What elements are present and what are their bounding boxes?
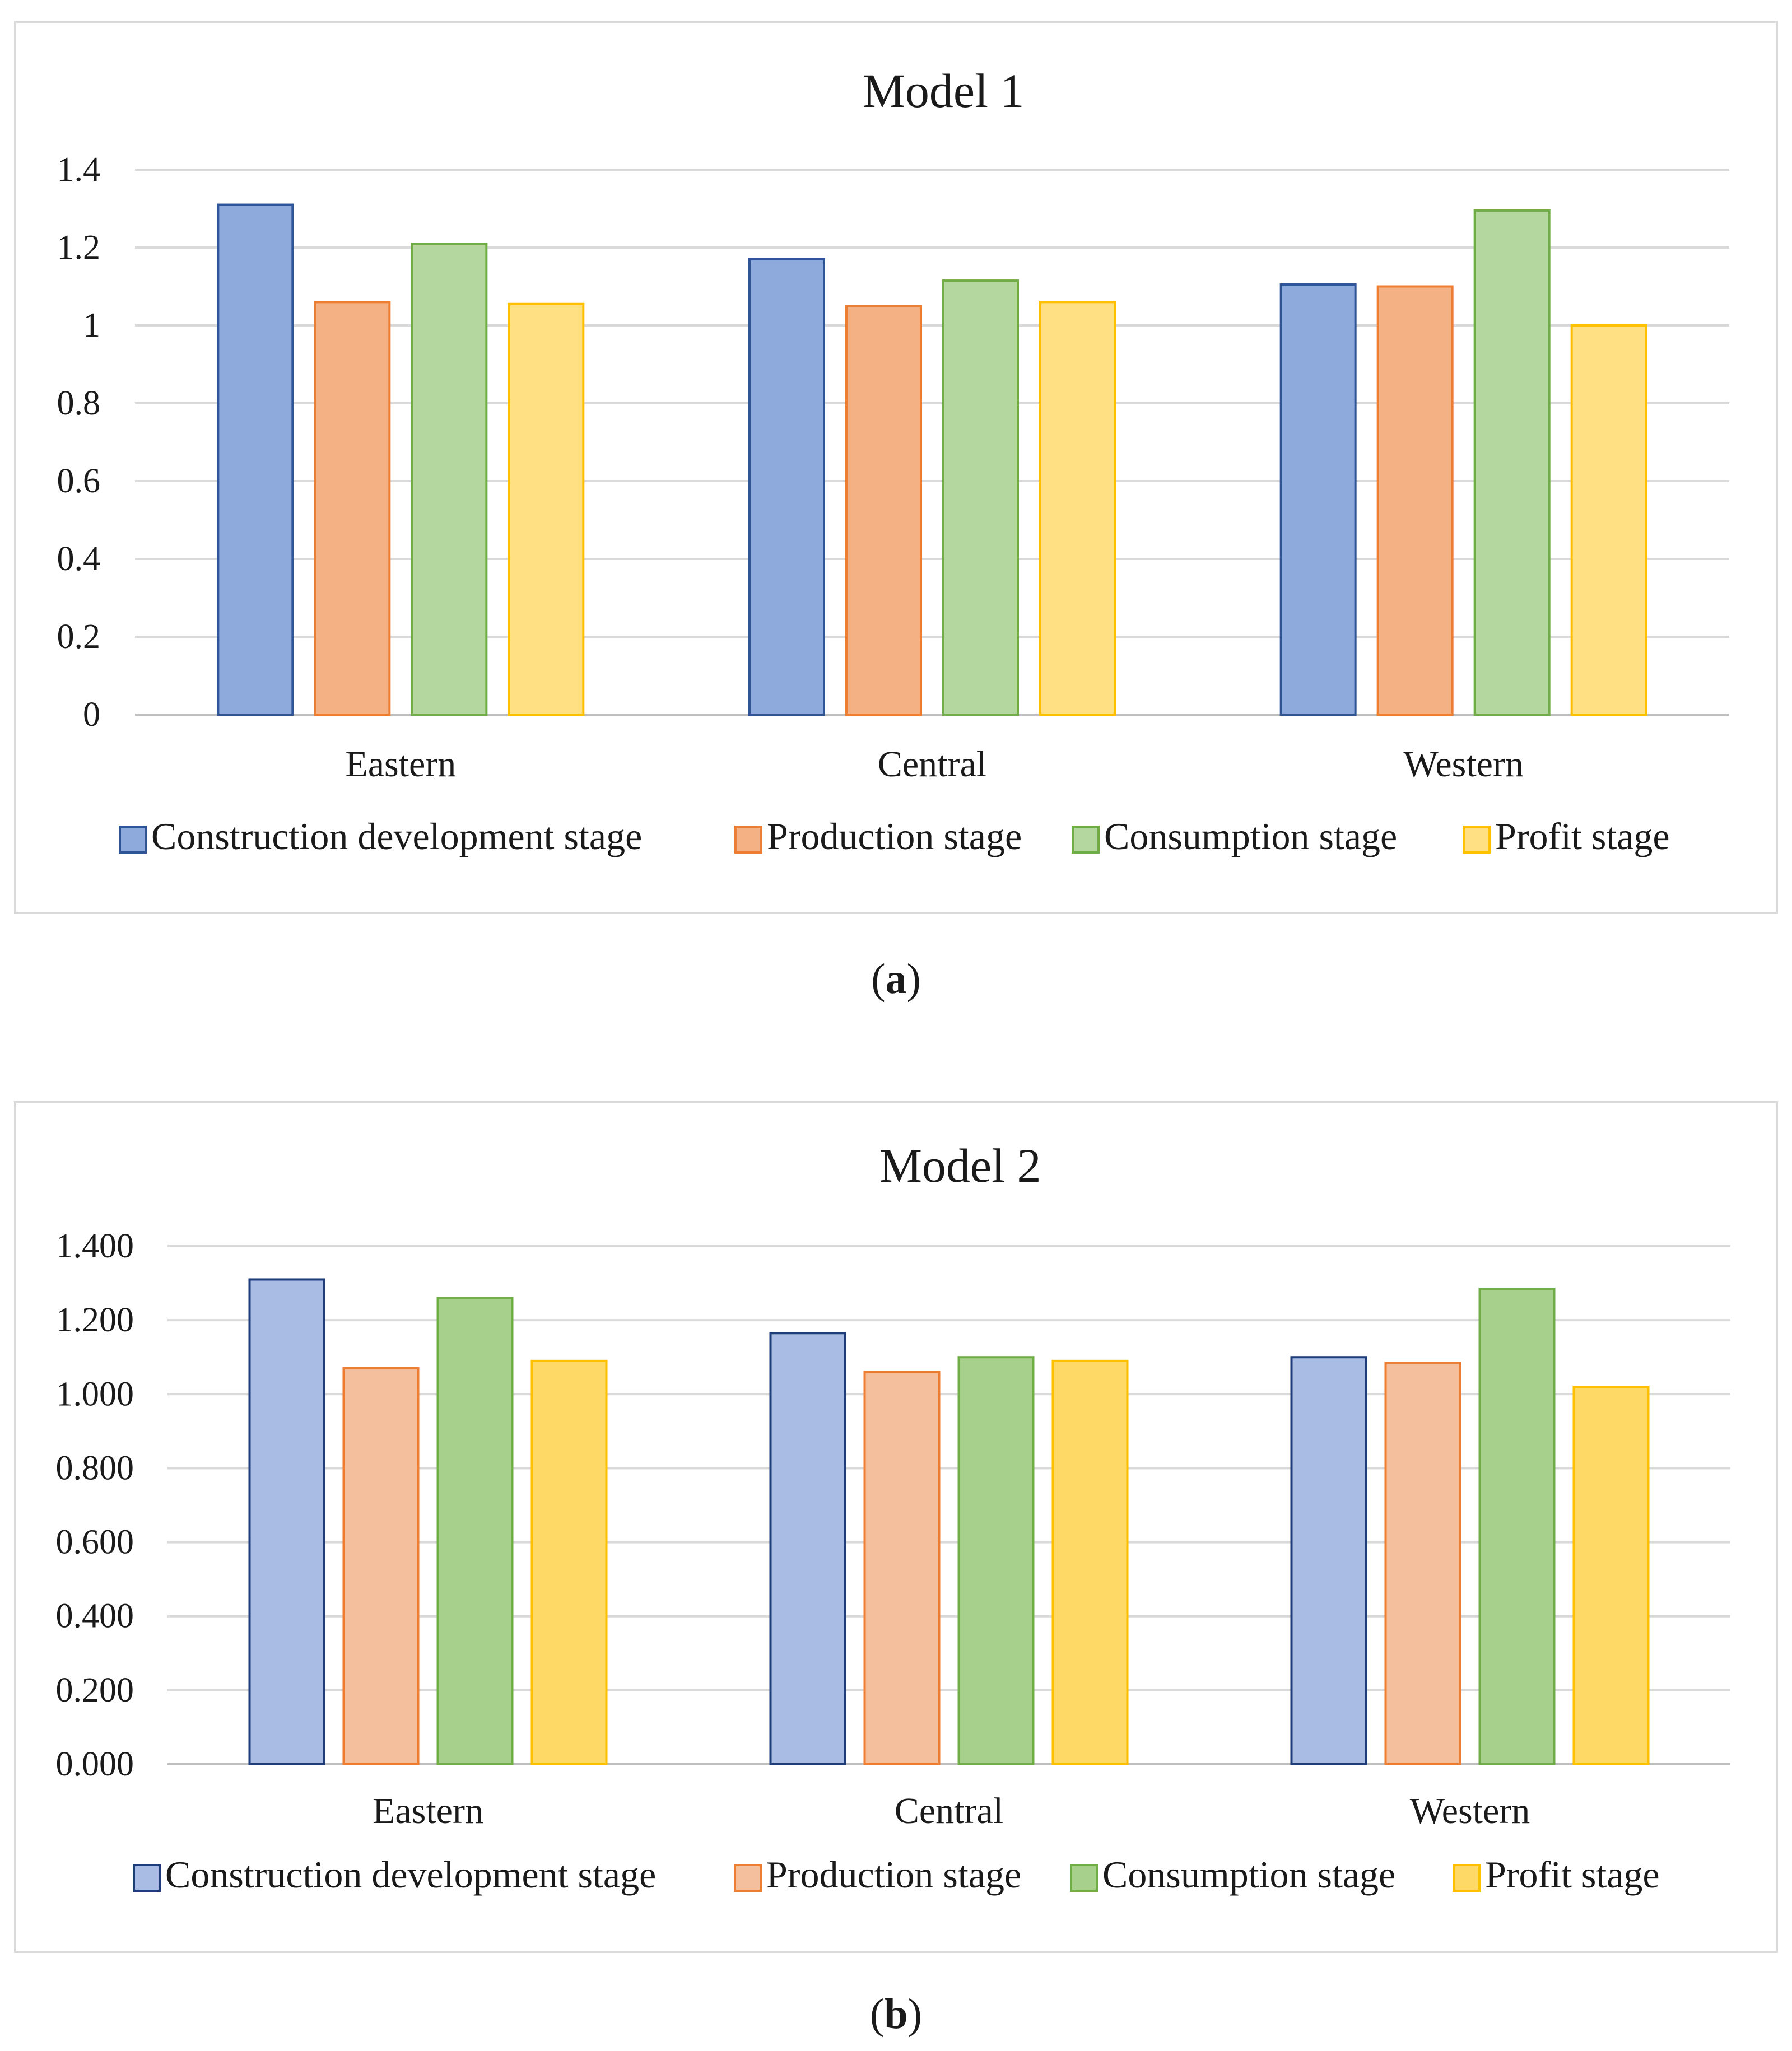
chart-2-y-tick-label: 0.200 xyxy=(56,1671,134,1709)
chart-model-1: Model 1 0 0.2 0.4 0.6 0.8 1 1.2 1.4 Eastern Centra… xyxy=(57,64,1729,857)
chart-2-category-label: Eastern xyxy=(373,1791,483,1831)
chart-2-bar-western-1 xyxy=(1290,1356,1367,1765)
chart-1-bar-western-2 xyxy=(1376,285,1454,716)
chart-2-bar-central-4 xyxy=(1051,1359,1129,1766)
chart-1-y-tick-label: 0.2 xyxy=(57,618,101,656)
caption-b-letter: b xyxy=(884,1991,908,2038)
chart-1-bar-eastern-1 xyxy=(217,203,294,716)
chart-1-bar-central-4 xyxy=(1039,301,1116,716)
chart-2-legend-label: Construction development stage xyxy=(165,1853,656,1896)
chart-1-bar-eastern-2 xyxy=(314,301,391,716)
chart-1-y-tick-label: 0 xyxy=(83,696,100,734)
caption-b: (b) xyxy=(870,1991,922,2038)
chart-1-legend-swatch xyxy=(1072,826,1100,854)
chart-2-y-tick-label: 0.600 xyxy=(56,1523,134,1561)
chart-2-bar-central-2 xyxy=(863,1371,941,1765)
chart-1-bar-western-4 xyxy=(1570,324,1647,716)
chart-panel-model-1: Model 1 0 0.2 0.4 0.6 0.8 1 1.2 1.4 Eastern Centra… xyxy=(14,21,1778,914)
chart-1-title: Model 1 xyxy=(862,64,1024,118)
chart-2-legend-label: Profit stage xyxy=(1485,1853,1660,1896)
chart-2-legend-label: Production stage xyxy=(766,1853,1021,1896)
chart-1-y-tick-label: 0.4 xyxy=(57,540,101,578)
chart-panel-model-2: Model 2 0.000 0.200 0.400 0.600 0.800 1.000 1.2… xyxy=(14,1101,1778,1953)
chart-1-bar-central-3 xyxy=(942,279,1019,716)
chart-2-bar-eastern-3 xyxy=(436,1297,514,1765)
chart-1-category-label: Central xyxy=(878,744,986,785)
chart-2-bar-western-3 xyxy=(1478,1287,1556,1766)
chart-2-y-tick-label: 0.000 xyxy=(56,1745,134,1783)
caption-a-letter: a xyxy=(885,955,907,1003)
chart-2-y-tick-label: 0.800 xyxy=(56,1449,134,1487)
chart-1-category-label: Western xyxy=(1403,744,1524,785)
chart-1-y-tick-label: 0.8 xyxy=(57,384,101,422)
chart-2-category-label: Western xyxy=(1410,1791,1530,1831)
chart-1-bar-western-1 xyxy=(1279,283,1357,716)
chart-2-bar-western-4 xyxy=(1572,1386,1650,1766)
chart-model-2: Model 2 0.000 0.200 0.400 0.600 0.800 1.000 1.2… xyxy=(56,1139,1730,1896)
chart-2-legend-swatch xyxy=(1070,1864,1098,1892)
chart-1-category-label: Eastern xyxy=(345,744,456,785)
chart-2-legend-swatch xyxy=(133,1864,161,1892)
chart-1-bar-eastern-3 xyxy=(411,243,488,716)
chart-1-legend-label: Production stage xyxy=(767,815,1022,857)
chart-1-bar-eastern-4 xyxy=(508,302,585,716)
chart-2-bar-eastern-2 xyxy=(342,1367,420,1765)
chart-2-bar-eastern-1 xyxy=(248,1278,325,1765)
chart-2-bar-western-2 xyxy=(1384,1362,1461,1765)
chart-2-bar-central-1 xyxy=(769,1332,846,1765)
chart-2-category-label: Central xyxy=(895,1791,1003,1831)
chart-1-y-tick-label: 1.4 xyxy=(57,151,101,189)
chart-2-legend-swatch xyxy=(734,1864,762,1892)
chart-2-legend-label: Consumption stage xyxy=(1102,1853,1395,1896)
chart-2-y-tick-label: 1.400 xyxy=(56,1227,134,1265)
chart-1-bar-central-1 xyxy=(748,258,825,716)
chart-1-legend-swatch xyxy=(734,826,762,854)
chart-2-y-tick-label: 1.000 xyxy=(56,1375,134,1413)
chart-1-y-tick-label: 1 xyxy=(83,306,100,344)
caption-a: (a) xyxy=(871,955,921,1003)
chart-2-y-tick-label: 1.200 xyxy=(56,1301,134,1339)
chart-1-bar-western-3 xyxy=(1473,209,1551,716)
chart-1-bar-central-2 xyxy=(845,305,922,716)
chart-1-legend-label: Construction development stage xyxy=(151,815,642,857)
chart-1-legend-label: Profit stage xyxy=(1495,815,1670,857)
chart-1-legend-swatch xyxy=(119,826,147,854)
chart-1-y-tick-label: 0.6 xyxy=(57,462,101,500)
chart-2-y-tick-label: 0.400 xyxy=(56,1597,134,1635)
chart-2-title: Model 2 xyxy=(879,1139,1041,1192)
chart-1-legend-swatch xyxy=(1463,826,1491,854)
chart-1-y-tick-label: 1.2 xyxy=(57,229,101,267)
chart-2-legend-swatch xyxy=(1453,1864,1481,1892)
chart-1-legend-label: Consumption stage xyxy=(1104,815,1397,857)
chart-2-bar-eastern-4 xyxy=(530,1359,608,1766)
chart-2-bar-central-3 xyxy=(957,1356,1035,1765)
